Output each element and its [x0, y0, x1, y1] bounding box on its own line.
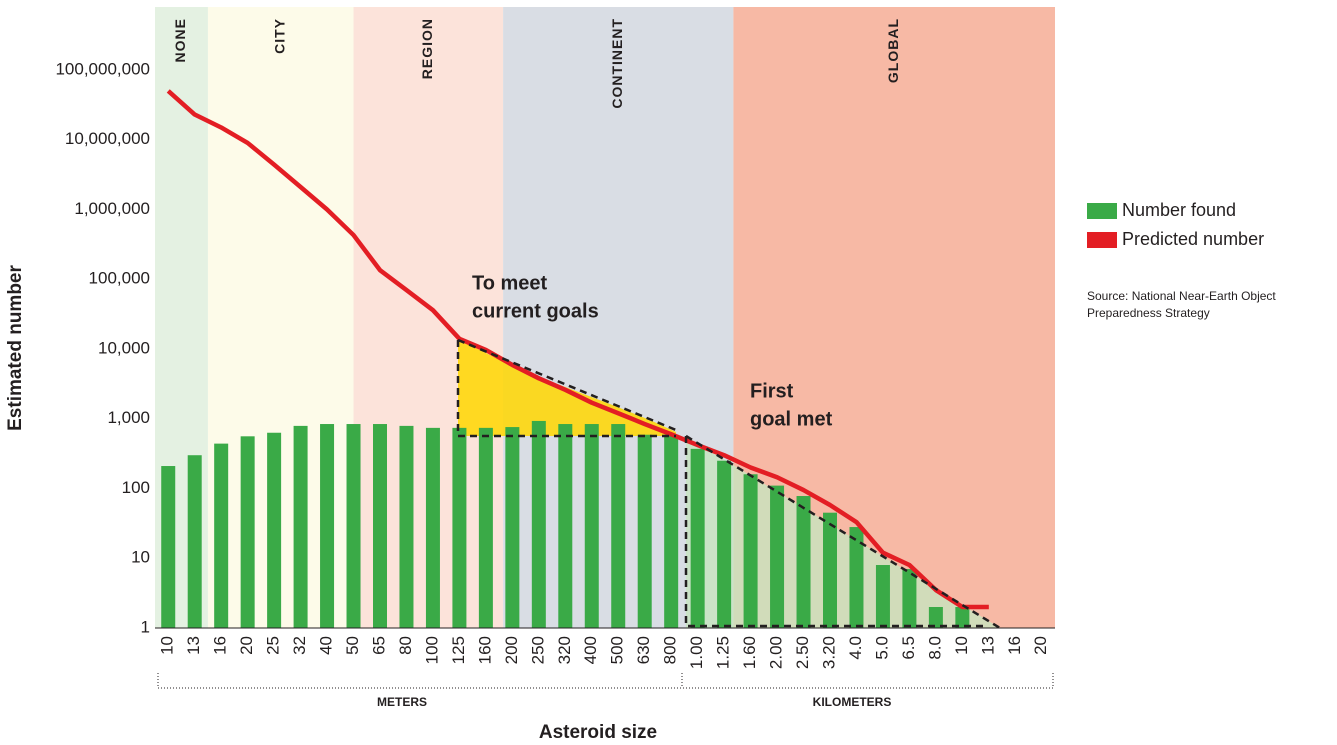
- bar: [690, 448, 705, 628]
- x-tick-label: 100: [422, 636, 441, 664]
- source: Preparedness Strategy: [1087, 306, 1210, 320]
- zone-label: REGION: [419, 18, 435, 79]
- annotation: To meet: [472, 272, 548, 294]
- legend-swatch: [1087, 203, 1117, 219]
- group-bracket: [157, 673, 1054, 689]
- bar: [584, 424, 599, 628]
- x-tick-label: 40: [317, 636, 336, 655]
- bar: [823, 512, 837, 628]
- x-tick-label: 1.25: [714, 636, 733, 669]
- bar: [346, 424, 361, 628]
- y-tick-label: 10,000: [98, 338, 150, 357]
- annotation: First: [750, 380, 794, 402]
- x-tick-label: 13: [978, 636, 997, 655]
- goal-outline: [684, 434, 1001, 630]
- bar: [320, 424, 335, 628]
- bar: [425, 427, 440, 628]
- x-tick-label: 65: [369, 636, 388, 655]
- x-tick-label: 5.0: [872, 636, 891, 660]
- x-tick-label: 3.20: [819, 636, 838, 669]
- x-tick-label: 4.0: [846, 636, 865, 660]
- goal-outline: [456, 338, 677, 438]
- bar: [293, 425, 308, 628]
- x-tick-label: 800: [661, 636, 680, 664]
- bar: [717, 460, 732, 628]
- y-tick-label: 100,000: [89, 269, 150, 288]
- x-tick-label: 1.60: [740, 636, 759, 669]
- bar: [505, 427, 520, 628]
- x-tick-label: 500: [608, 636, 627, 664]
- bar: [214, 443, 229, 628]
- x-tick-label: 320: [555, 636, 574, 664]
- zone-label: CONTINENT: [609, 18, 625, 109]
- x-tick-label: 16: [1005, 636, 1024, 655]
- bar: [902, 569, 917, 628]
- bar: [558, 424, 573, 628]
- bar: [267, 432, 282, 628]
- x-axis-title: Asteroid size: [539, 722, 657, 743]
- legend-swatch: [1087, 232, 1117, 248]
- bar: [955, 607, 970, 628]
- bar: [743, 474, 758, 628]
- y-tick-label: 10: [131, 548, 150, 567]
- x-tick-label: 20: [1031, 636, 1050, 655]
- x-tick-label: 2.00: [767, 636, 786, 669]
- x-tick-label: 400: [581, 636, 600, 664]
- x-tick-label: 160: [475, 636, 494, 664]
- bar: [240, 436, 255, 628]
- bar: [187, 455, 202, 628]
- group-label: KILOMETERS: [813, 695, 892, 709]
- x-tick-label: 10: [952, 636, 971, 655]
- bar: [161, 466, 176, 628]
- legend-label: Number found: [1122, 200, 1236, 220]
- y-tick-label: 1,000: [107, 408, 150, 427]
- zone-label: GLOBAL: [885, 18, 901, 83]
- y-tick-label: 100: [122, 478, 150, 497]
- annotation: current goals: [472, 300, 599, 322]
- zone-label: CITY: [271, 18, 287, 54]
- bar: [875, 565, 890, 628]
- annotation: goal met: [750, 408, 833, 430]
- x-tick-label: 32: [290, 636, 309, 655]
- bar: [478, 427, 493, 628]
- bar: [452, 427, 467, 628]
- x-tick-label: 2.50: [793, 636, 812, 669]
- bar: [637, 434, 652, 628]
- bar: [373, 424, 387, 628]
- x-tick-label: 8.0: [925, 636, 944, 660]
- bar: [399, 425, 414, 628]
- x-tick-label: 13: [184, 636, 203, 655]
- x-tick-label: 1.00: [687, 636, 706, 669]
- goal-region: [458, 340, 676, 436]
- x-tick-label: 50: [343, 636, 362, 655]
- y-tick-label: 10,000,000: [65, 129, 150, 148]
- line: [166, 89, 989, 610]
- y-tick-label: 1,000,000: [74, 199, 150, 218]
- legend-label: Predicted number: [1122, 229, 1264, 249]
- y-tick-label: 100,000,000: [55, 59, 150, 78]
- bar: [796, 496, 811, 628]
- bar: [611, 424, 626, 628]
- zone-label: NONE: [172, 18, 188, 62]
- x-tick-label: 80: [396, 636, 415, 655]
- bar: [770, 485, 785, 628]
- y-tick-label: 1: [141, 617, 150, 636]
- bar: [849, 527, 864, 628]
- y-axis-title: Estimated number: [5, 265, 26, 431]
- x-tick-label: 16: [211, 636, 230, 655]
- x-tick-label: 20: [237, 636, 256, 655]
- bar: [531, 420, 546, 628]
- bar: [664, 434, 679, 628]
- group-label: METERS: [377, 695, 427, 709]
- x-tick-label: 630: [634, 636, 653, 664]
- x-tick-label: 6.5: [899, 636, 918, 660]
- x-tick-label: 200: [502, 636, 521, 664]
- x-tick-label: 125: [449, 636, 468, 664]
- x-tick-label: 25: [264, 636, 283, 655]
- source: Source: National Near-Earth Object: [1087, 289, 1276, 303]
- x-tick-label: 250: [528, 636, 547, 664]
- bar: [928, 607, 943, 628]
- x-tick-label: 10: [158, 636, 177, 655]
